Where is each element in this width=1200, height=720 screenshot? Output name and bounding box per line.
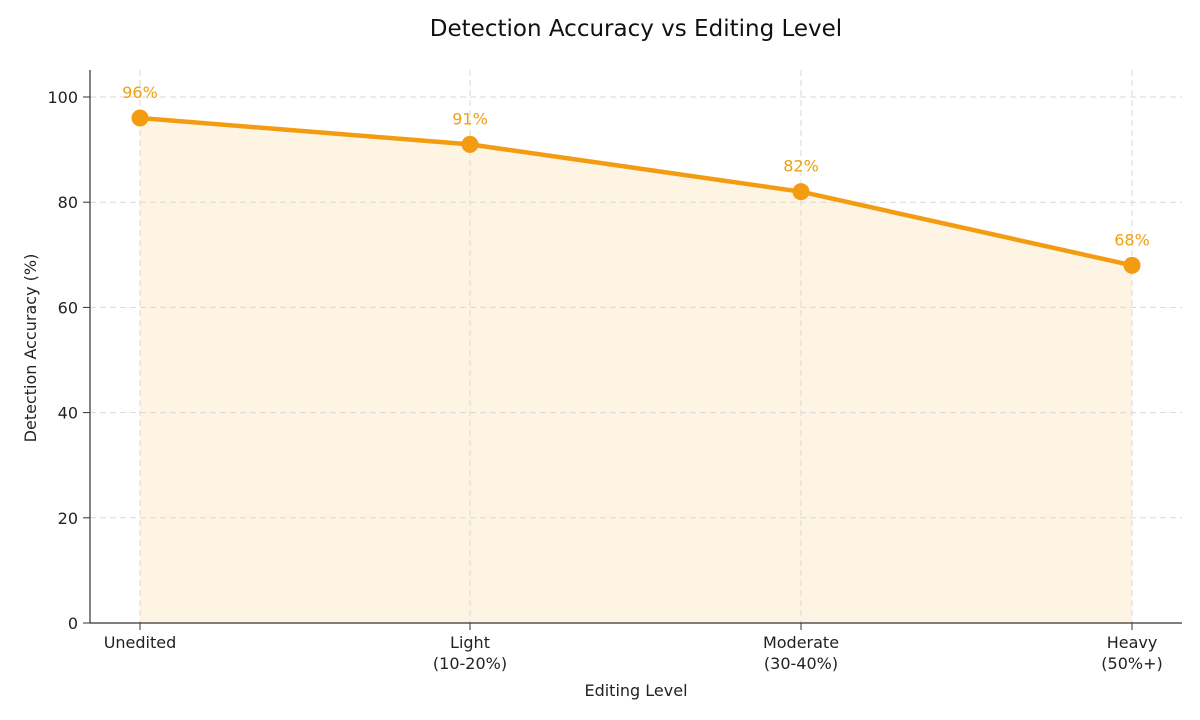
chart-title: Detection Accuracy vs Editing Level bbox=[430, 16, 842, 42]
data-point-marker bbox=[1123, 256, 1141, 274]
area-fill bbox=[140, 118, 1132, 623]
data-point-marker bbox=[792, 183, 810, 201]
x-tick-label: (10-20%) bbox=[433, 654, 507, 673]
y-tick-label: 100 bbox=[47, 88, 78, 107]
x-tick-label: Light bbox=[450, 633, 490, 652]
data-label: 96% bbox=[122, 83, 158, 102]
x-tick-label: Moderate bbox=[763, 633, 839, 652]
x-tick-label: (50%+) bbox=[1101, 654, 1162, 673]
data-label: 82% bbox=[783, 157, 819, 176]
y-tick-label: 20 bbox=[58, 509, 78, 528]
data-point-marker bbox=[131, 109, 149, 127]
y-tick-label: 0 bbox=[68, 614, 78, 633]
x-tick-label: (30-40%) bbox=[764, 654, 838, 673]
y-tick-label: 60 bbox=[58, 298, 78, 317]
data-point-marker bbox=[461, 135, 479, 153]
data-label: 91% bbox=[452, 109, 488, 128]
x-tick-label: Unedited bbox=[104, 633, 177, 652]
x-tick-label: Heavy bbox=[1107, 633, 1158, 652]
y-axis-label: Detection Accuracy (%) bbox=[21, 254, 40, 443]
x-axis-label: Editing Level bbox=[584, 681, 687, 700]
data-label: 68% bbox=[1114, 230, 1150, 249]
data-line bbox=[139, 115, 1133, 268]
y-tick-label: 40 bbox=[58, 404, 78, 423]
y-tick-label: 80 bbox=[58, 193, 78, 212]
